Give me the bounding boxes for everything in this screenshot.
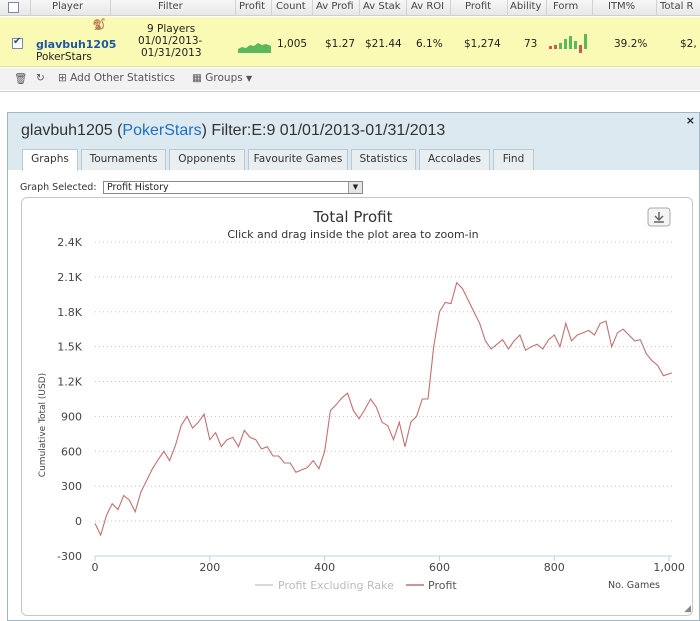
trash-icon[interactable]: 🗑 bbox=[14, 73, 28, 85]
av-roi-value: 6.1% bbox=[416, 38, 443, 50]
filter-players: 9 Players bbox=[147, 23, 196, 35]
form-bars bbox=[549, 34, 587, 53]
y-tick-label: 300 bbox=[61, 480, 82, 493]
profit-sparkline bbox=[238, 43, 271, 53]
col-profit-graph[interactable]: Profit bbox=[239, 1, 266, 12]
col-total-r[interactable]: Total R bbox=[660, 1, 694, 12]
chart-grid bbox=[95, 241, 672, 557]
graph-selected-label: Graph Selected: bbox=[20, 182, 97, 193]
tab-tournaments[interactable]: Tournaments bbox=[81, 149, 166, 170]
table-header: Player Filter Profit Count Av Profi Av S… bbox=[0, 0, 700, 16]
ability-value: 73 bbox=[524, 38, 538, 50]
select-all-checkbox[interactable] bbox=[8, 2, 19, 13]
tab-find[interactable]: Find bbox=[493, 149, 534, 170]
legend: Profit Excluding Rake Profit bbox=[255, 579, 457, 592]
y-tick-label: 1.8K bbox=[57, 306, 82, 319]
legend-item-profit[interactable]: Profit bbox=[406, 579, 457, 592]
dialog-title: glavbuh1205 (PokerStars) Filter:E:9 01/0… bbox=[21, 122, 446, 139]
chart-subtitle: Click and drag inside the plot area to z… bbox=[227, 228, 478, 241]
dialog-player: glavbuh1205 bbox=[21, 122, 113, 139]
player-site: PokerStars bbox=[36, 51, 92, 63]
refresh-icon[interactable]: ↻ bbox=[36, 72, 45, 84]
legend-item-profit-excl-rake[interactable]: Profit Excluding Rake bbox=[255, 579, 394, 592]
col-av-profit[interactable]: Av Profi bbox=[316, 1, 354, 12]
dialog-site-link[interactable]: PokerStars bbox=[122, 122, 202, 139]
col-form[interactable]: Form bbox=[553, 1, 579, 12]
count-value: 1,005 bbox=[277, 38, 308, 50]
graph-select[interactable]: Profit History ▼ bbox=[103, 181, 363, 194]
add-stats-button[interactable]: ⊞ Add Other Statistics bbox=[58, 72, 175, 84]
groups-icon: ▦ bbox=[192, 72, 202, 84]
graph-select-value: Profit History bbox=[107, 182, 169, 193]
add-stats-label: Add Other Statistics bbox=[70, 72, 175, 84]
col-count[interactable]: Count bbox=[276, 1, 306, 12]
player-avatar-icon: 🐒 bbox=[92, 18, 106, 31]
x-tick-label: 200 bbox=[199, 561, 220, 574]
dialog-header: glavbuh1205 (PokerStars) Filter:E:9 01/0… bbox=[8, 113, 699, 171]
add-stats-icon: ⊞ bbox=[58, 72, 67, 84]
x-tick-label: 0 bbox=[92, 561, 99, 574]
table-toolbar: 🗑 ↻ ⊞ Add Other Statistics ▦ Groups ▼ bbox=[0, 68, 700, 90]
legend-label-profit: Profit bbox=[428, 579, 457, 592]
col-filter[interactable]: Filter bbox=[158, 1, 183, 12]
x-tick-label: 1,000 bbox=[653, 561, 685, 574]
profit-value: $1,274 bbox=[464, 38, 501, 50]
dialog-filter: Filter:E:9 01/01/2013-01/31/2013 bbox=[211, 122, 446, 139]
x-tick-label: 600 bbox=[429, 561, 450, 574]
y-tick-label: 1.2K bbox=[57, 376, 82, 389]
tab-opponents[interactable]: Opponents bbox=[169, 149, 245, 170]
y-tick-label: 900 bbox=[61, 410, 82, 423]
profit-chart[interactable]: -300 0 300 600 900 1.2K 1.5K 1.8K 2.1K 2.4K 0 200 4… bbox=[22, 198, 694, 617]
av-stake-value: $21.44 bbox=[365, 38, 402, 50]
col-av-stake[interactable]: Av Stak bbox=[363, 1, 401, 12]
player-name-link[interactable]: glavbuh1205 bbox=[36, 38, 117, 51]
col-ability[interactable]: Ability bbox=[510, 1, 542, 12]
groups-label: Groups bbox=[205, 72, 243, 84]
y-axis-label: Cumulative Total (USD) bbox=[38, 373, 48, 477]
x-tick-label: 800 bbox=[544, 561, 565, 574]
groups-button[interactable]: ▦ Groups ▼ bbox=[192, 72, 252, 84]
y-tick-label: 2.1K bbox=[57, 271, 82, 284]
col-itm[interactable]: ITM% bbox=[608, 1, 636, 12]
x-axis: 0 200 400 600 800 1,000 bbox=[92, 556, 685, 574]
chart-title: Total Profit bbox=[313, 208, 393, 226]
itm-value: 39.2% bbox=[614, 38, 648, 50]
tab-statistics[interactable]: Statistics bbox=[351, 149, 416, 170]
tab-favourite-games[interactable]: Favourite Games bbox=[248, 149, 348, 170]
row-checkbox[interactable] bbox=[12, 36, 23, 49]
total-r-value: $2, bbox=[680, 38, 697, 50]
y-axis: -300 0 300 600 900 1.2K 1.5K 1.8K 2.1K 2.4K bbox=[57, 236, 83, 563]
download-icon[interactable] bbox=[647, 207, 671, 227]
chevron-down-icon: ▼ bbox=[246, 74, 253, 83]
y-tick-label: 2.4K bbox=[57, 236, 82, 249]
filter-from: 01/01/2013- bbox=[138, 35, 203, 47]
chevron-down-icon: ▼ bbox=[348, 182, 362, 193]
player-dialog: glavbuh1205 (PokerStars) Filter:E:9 01/0… bbox=[7, 112, 700, 621]
results-table: Player Filter Profit Count Av Profi Av S… bbox=[0, 0, 700, 92]
x-axis-label: No. Games bbox=[608, 580, 660, 591]
chart-container[interactable]: -300 0 300 600 900 1.2K 1.5K 1.8K 2.1K 2.4K 0 200 4… bbox=[21, 197, 693, 616]
close-icon[interactable]: × bbox=[685, 114, 695, 127]
y-tick-label: 1.5K bbox=[57, 341, 82, 354]
col-player[interactable]: Player bbox=[52, 1, 84, 12]
y-tick-label: 600 bbox=[61, 445, 82, 458]
table-row[interactable]: glavbuh1205 PokerStars 🐒 9 Players 01/01… bbox=[0, 17, 700, 67]
filter-to: 01/31/2013 bbox=[141, 47, 202, 59]
tab-graphs[interactable]: Graphs bbox=[22, 149, 78, 171]
tab-accolades[interactable]: Accolades bbox=[419, 149, 490, 170]
y-tick-label: 0 bbox=[75, 515, 82, 528]
x-tick-label: 400 bbox=[314, 561, 335, 574]
series-profit-line bbox=[94, 281, 673, 537]
col-av-roi[interactable]: Av ROI bbox=[411, 1, 445, 12]
resize-grip-icon[interactable]: ◢ bbox=[684, 604, 691, 614]
legend-label-excl-rake: Profit Excluding Rake bbox=[278, 579, 394, 592]
col-profit[interactable]: Profit bbox=[465, 1, 492, 12]
y-tick-label: -300 bbox=[57, 550, 82, 563]
av-profit-value: $1.27 bbox=[325, 38, 356, 50]
